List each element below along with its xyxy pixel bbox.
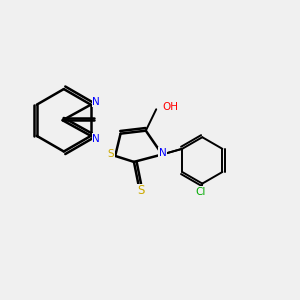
Text: S: S xyxy=(107,149,114,160)
Text: N: N xyxy=(92,97,100,107)
Text: N: N xyxy=(92,134,100,144)
Text: N: N xyxy=(159,148,166,158)
Text: OH: OH xyxy=(162,102,178,112)
Text: Cl: Cl xyxy=(196,187,206,197)
Text: S: S xyxy=(137,184,145,197)
